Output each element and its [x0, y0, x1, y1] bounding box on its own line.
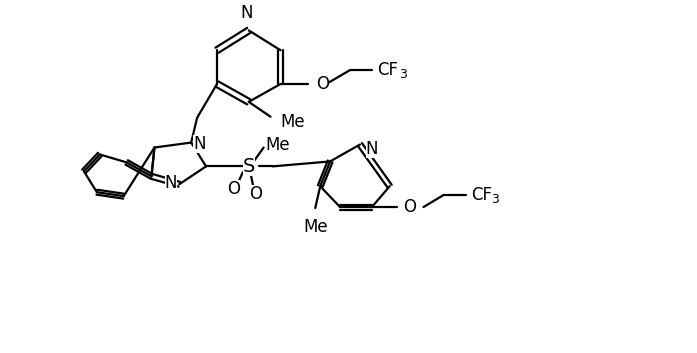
Text: S: S — [243, 157, 255, 176]
Text: O: O — [403, 198, 416, 216]
Text: N: N — [193, 134, 206, 152]
Text: 3: 3 — [399, 67, 406, 80]
Text: 3: 3 — [491, 193, 499, 206]
Text: Me: Me — [280, 113, 305, 131]
Text: O: O — [227, 180, 240, 198]
Text: Me: Me — [266, 136, 290, 154]
Text: O: O — [250, 185, 262, 203]
Text: O: O — [316, 75, 329, 93]
Text: N: N — [240, 5, 253, 23]
Text: N: N — [366, 139, 378, 157]
Text: Me: Me — [303, 218, 328, 236]
Text: CF: CF — [377, 61, 398, 79]
Text: CF: CF — [471, 186, 492, 204]
Text: N: N — [164, 174, 177, 192]
